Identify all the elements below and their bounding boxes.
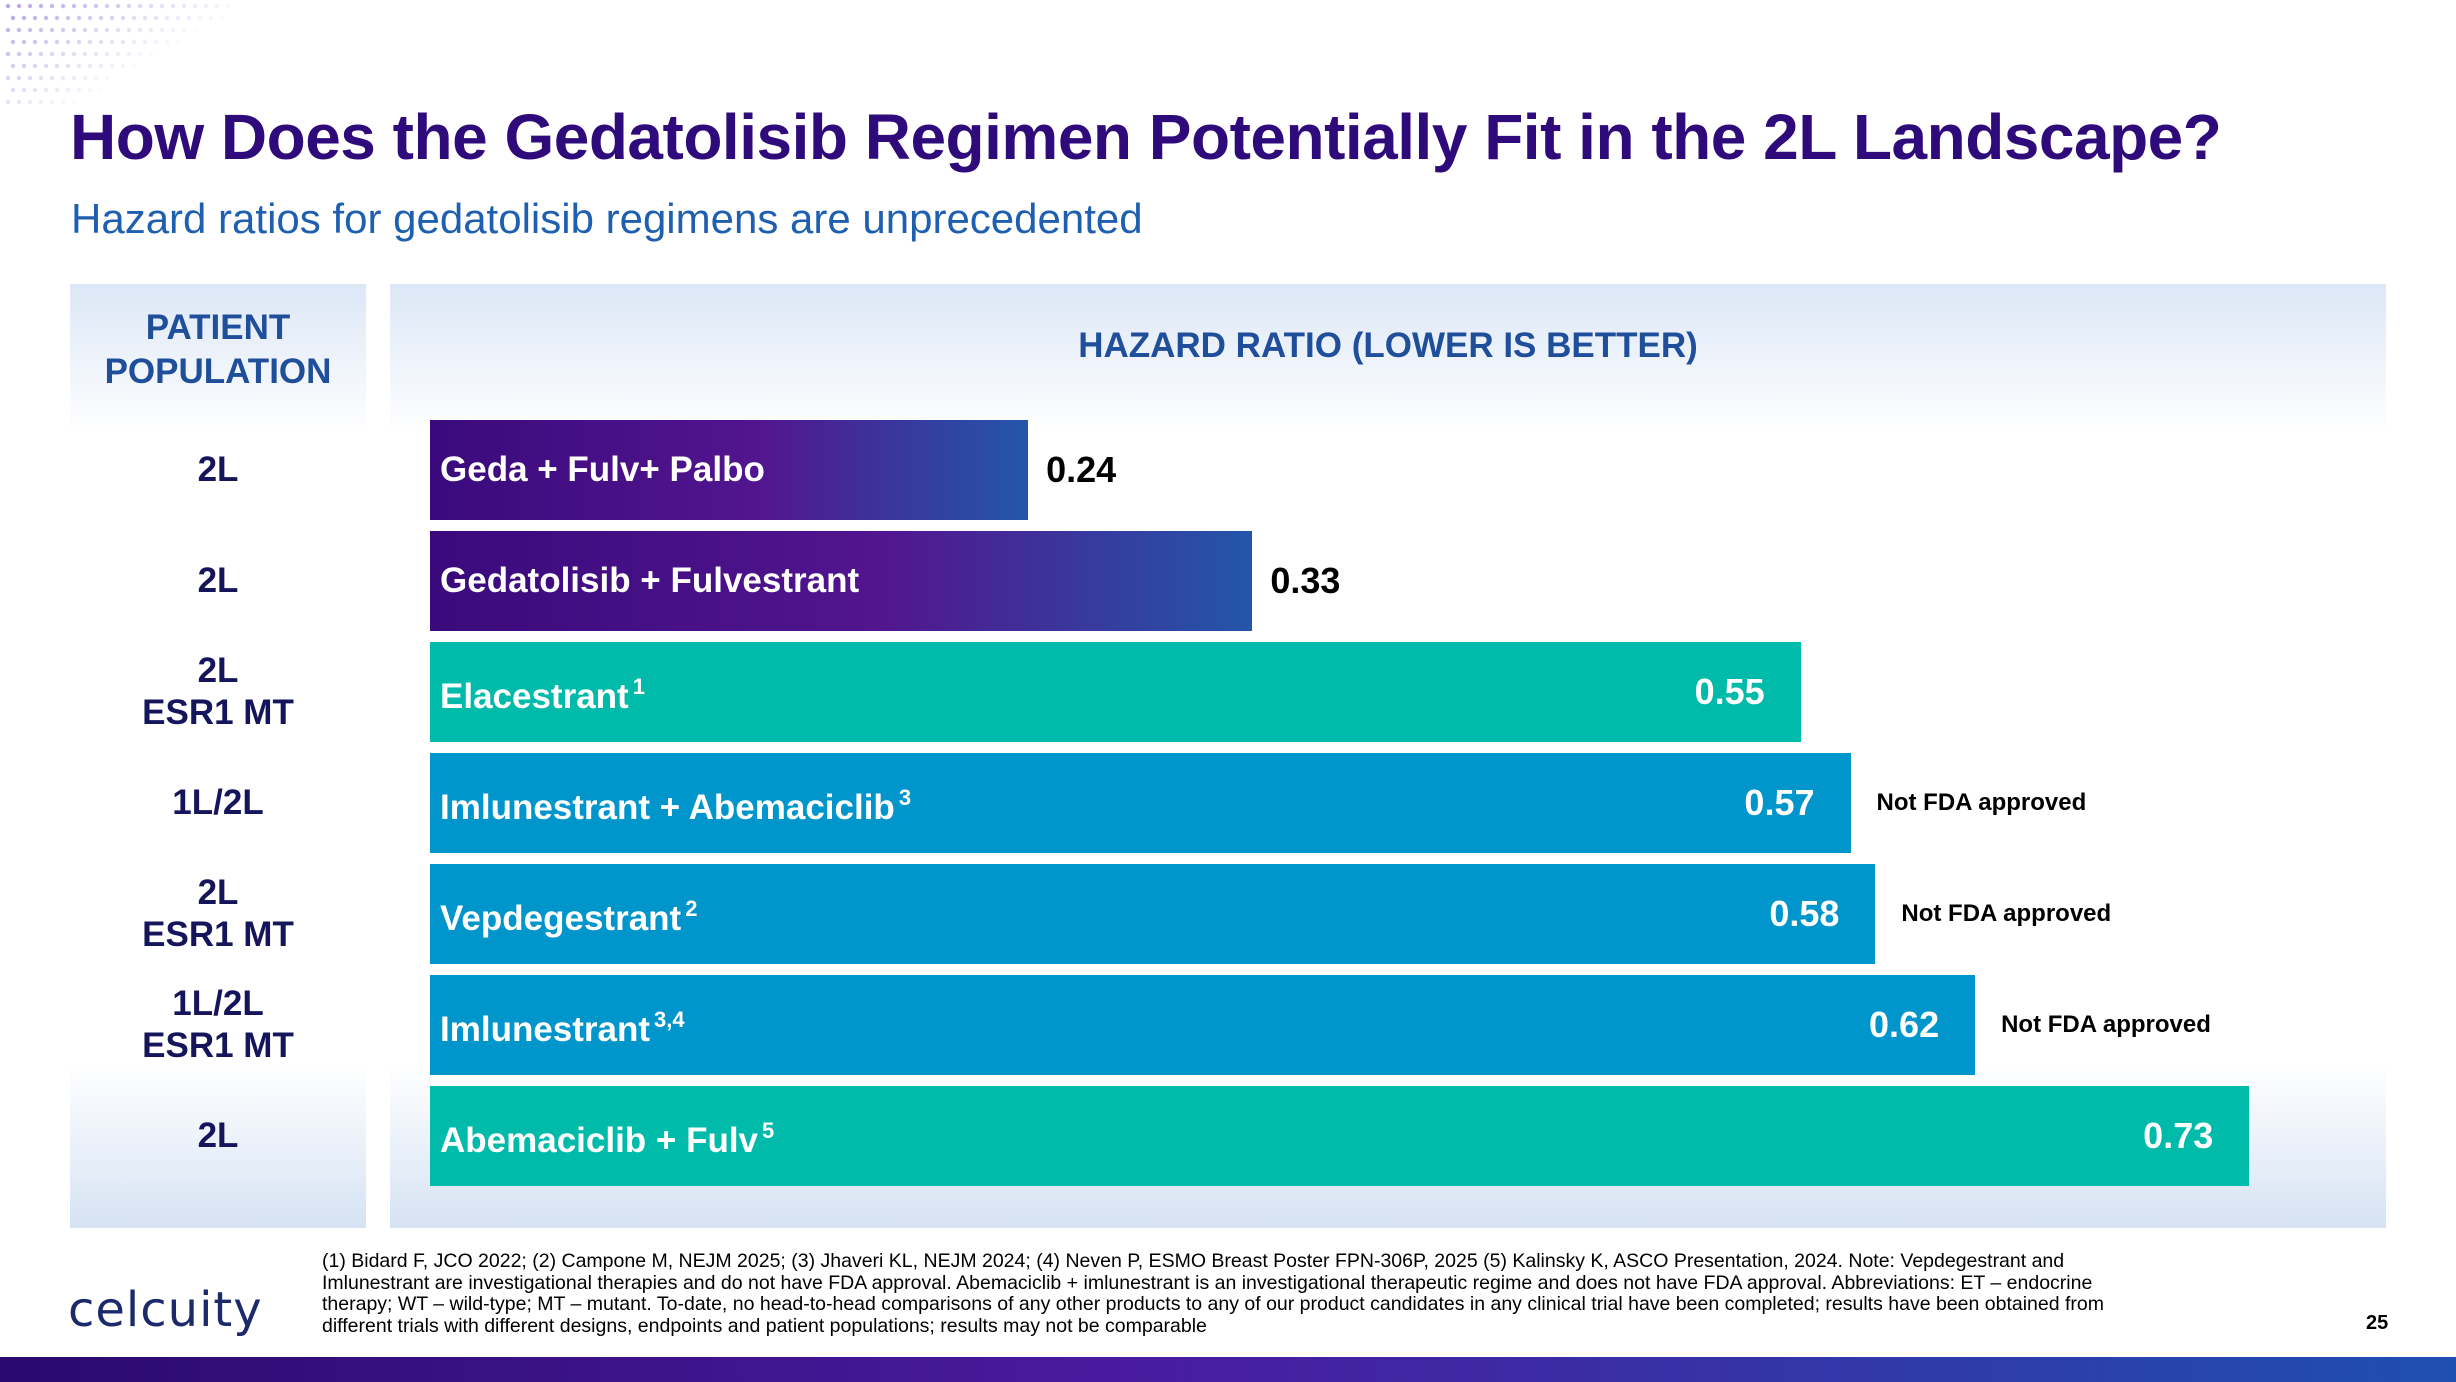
bar-note-imlunestrant: Not FDA approved (2001, 1011, 2211, 1038)
footnote: (1) Bidard F, JCO 2022; (2) Campone M, N… (322, 1250, 2105, 1337)
page-number: 25 (2366, 1312, 2389, 1334)
bar-imlunestrant (430, 975, 1976, 1075)
decorative-dot-pattern (5, 3, 231, 105)
bar-label-imlunestrant-abemaciclib: Imlunestrant + Abemaciclib 3 (440, 785, 912, 827)
bar-note-imlunestrant-abemaciclib: Not FDA approved (1876, 789, 2087, 816)
page-title: How Does the Gedatolisib Regimen Potenti… (70, 101, 2222, 173)
bar-label-geda-fulv-palbo: Geda + Fulv+ Palbo (440, 450, 765, 489)
reference-superscript: 1 (632, 674, 645, 699)
reference-superscript: 3,4 (654, 1007, 685, 1032)
patient-population-vepdegestrant: 2L ESR1 MT (142, 873, 294, 954)
bar-label-elacestrant: Elacestrant 1 (440, 674, 645, 716)
reference-superscript: 5 (762, 1118, 775, 1143)
bar-gedatolisib-fulvestrant (430, 531, 1253, 631)
patient-population-header-text: PATIENT POPULATION (104, 308, 332, 391)
bar-geda-fulv-palbo (430, 420, 1029, 520)
bar-label-vepdegestrant: Vepdegestrant 2 (440, 896, 698, 938)
celcuity-logo: celcuity (68, 1282, 263, 1338)
bar-value-imlunestrant: 0.62 (1869, 1004, 1940, 1045)
bar-value-vepdegestrant: 0.58 (1769, 893, 1840, 934)
patient-population-geda-fulv-palbo: 2L (197, 450, 239, 489)
bar-vepdegestrant (430, 864, 1876, 964)
bar-label-abemaciclib-fulv: Abemaciclib + Fulv 5 (440, 1118, 775, 1160)
patient-population-gedatolisib-fulvestrant: 2L (197, 561, 239, 600)
patient-population-panel (70, 284, 366, 1228)
bar-imlunestrant-abemaciclib (430, 753, 1851, 853)
patient-population-header: PATIENT POPULATION (70, 306, 366, 394)
bar-value-geda-fulv-palbo: 0.24 (1046, 449, 1117, 490)
reference-superscript: 2 (685, 896, 698, 921)
bottom-color-band (0, 1357, 2456, 1382)
bar-value-elacestrant: 0.55 (1694, 671, 1765, 712)
bar-elacestrant (430, 642, 1801, 742)
patient-population-imlunestrant-abemaciclib: 1L/2L (172, 783, 264, 822)
bar-value-imlunestrant-abemaciclib: 0.57 (1744, 782, 1815, 823)
patient-population-abemaciclib-fulv: 2L (197, 1116, 239, 1155)
bar-label-imlunestrant: Imlunestrant 3,4 (440, 1007, 685, 1049)
bar-value-gedatolisib-fulvestrant: 0.33 (1270, 560, 1341, 601)
bar-label-gedatolisib-fulvestrant: Gedatolisib + Fulvestrant (440, 561, 860, 600)
hazard-ratio-header: HAZARD RATIO (LOWER IS BETTER) (1078, 326, 1698, 365)
bar-abemaciclib-fulv (430, 1086, 2250, 1186)
page-subtitle: Hazard ratios for gedatolisib regimens a… (71, 195, 1143, 242)
patient-population-elacestrant: 2L ESR1 MT (142, 651, 294, 732)
patient-population-imlunestrant: 1L/2L ESR1 MT (142, 984, 294, 1065)
bar-note-vepdegestrant: Not FDA approved (1901, 900, 2112, 927)
bar-value-abemaciclib-fulv: 0.73 (2143, 1115, 2214, 1156)
reference-superscript: 3 (898, 785, 912, 810)
